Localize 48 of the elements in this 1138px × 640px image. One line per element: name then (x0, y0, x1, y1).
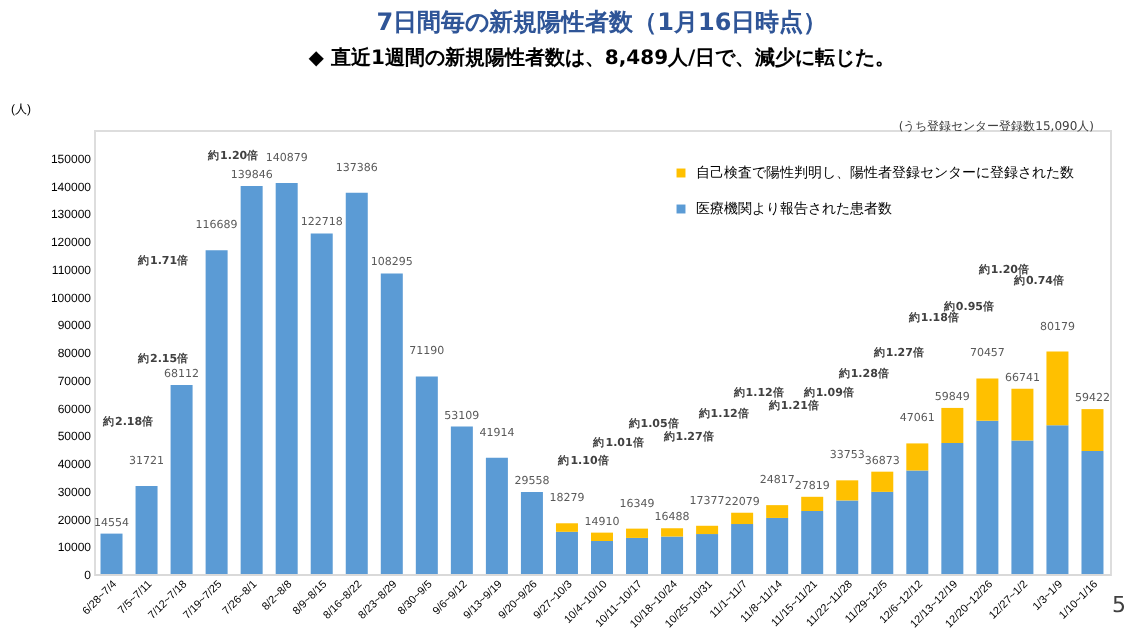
bar (1081, 409, 1104, 451)
bar (170, 384, 193, 574)
bar (626, 528, 649, 538)
bar (906, 470, 929, 574)
bar (661, 536, 684, 574)
bar (240, 185, 263, 574)
bar (310, 233, 333, 574)
bar (1081, 450, 1104, 574)
bar (801, 511, 824, 574)
bar (941, 407, 964, 444)
bar (1046, 351, 1069, 426)
bar (626, 537, 649, 574)
bar (1011, 440, 1034, 574)
bar (555, 523, 578, 532)
bar (1011, 388, 1034, 441)
bar (731, 512, 754, 525)
bar (661, 528, 684, 537)
bar (871, 491, 894, 574)
chart-subtitle: ◆ 直近1週間の新規陽性者数は、8,489人/日で、減少に転じた。 (308, 46, 896, 70)
bar (415, 376, 438, 574)
bar (345, 192, 368, 574)
bar (591, 540, 613, 574)
bar (275, 183, 298, 574)
bar (836, 500, 859, 574)
bar (941, 443, 964, 574)
bar (801, 496, 824, 512)
bar (485, 457, 508, 574)
bar (766, 517, 789, 574)
bar (696, 525, 719, 535)
chart-title: 7日間毎の新規陽性者数（1月16日時点） (376, 8, 828, 36)
bar (906, 443, 929, 471)
text: 5 (1112, 592, 1126, 618)
bar (836, 480, 859, 501)
bar (976, 420, 999, 574)
bar (100, 533, 123, 574)
bar (871, 471, 894, 492)
bar (555, 531, 578, 574)
bar (591, 532, 613, 541)
bar (520, 491, 543, 574)
bar (766, 505, 789, 518)
bar (1046, 425, 1069, 574)
bar (205, 250, 228, 574)
bar (976, 378, 999, 421)
bar (696, 534, 719, 574)
bar (380, 273, 403, 574)
bar (450, 426, 473, 574)
bar (135, 485, 158, 574)
bar (731, 524, 754, 574)
